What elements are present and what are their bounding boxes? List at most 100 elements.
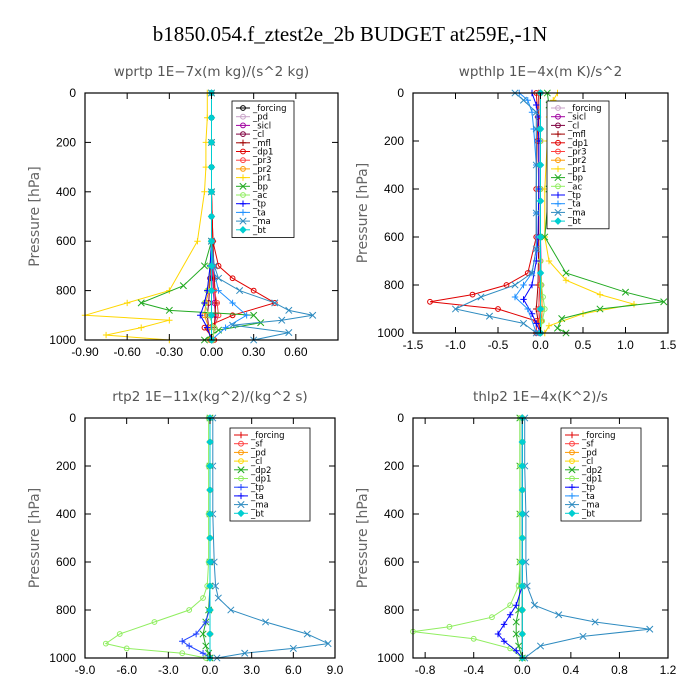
data-point <box>214 274 223 282</box>
legend-item-dp1: _dp1 <box>236 148 273 158</box>
data-point <box>532 245 540 253</box>
legend-marker <box>240 166 246 172</box>
legend-item-bt: _bt <box>551 217 582 227</box>
legend-label: _mfl <box>567 130 586 140</box>
data-point <box>207 262 216 270</box>
data-point <box>166 317 173 324</box>
legend-item-ta: _ta <box>565 492 595 502</box>
data-point <box>285 306 293 314</box>
legend-label: _cl <box>581 457 593 467</box>
panel-title: rtp2 1E−11x(kg^2)/(kg^2 s) <box>112 389 307 405</box>
series-bt <box>536 89 545 337</box>
legend-marker <box>237 501 245 509</box>
data-point <box>229 312 236 319</box>
data-point <box>518 438 527 446</box>
data-point <box>207 212 216 221</box>
x-tick-label: 0.0 <box>532 338 549 352</box>
legend-marker <box>237 431 245 439</box>
legend-label: _pd <box>252 113 268 123</box>
data-point <box>210 558 218 566</box>
data-point <box>123 299 131 307</box>
legend-item-bp: _bp <box>236 182 268 192</box>
legend-item-dp1: _dp1 <box>565 475 602 485</box>
legend-item-ac: _ac <box>236 191 267 201</box>
legend-label: _sf <box>581 440 595 450</box>
legend-label: _dp1 <box>567 139 588 149</box>
data-point <box>532 209 540 217</box>
legend-label: _dp1 <box>581 475 602 485</box>
legend-label: _tp <box>252 200 266 210</box>
data-point <box>271 300 278 306</box>
data-point <box>532 161 540 169</box>
legend-item-cl: _cl <box>234 457 262 467</box>
data-point <box>215 263 222 269</box>
legend-marker <box>569 458 575 465</box>
data-point <box>513 647 520 654</box>
legend-label: _ac <box>252 191 267 201</box>
legend-item-pd: _pd <box>234 448 266 458</box>
data-point <box>528 281 536 289</box>
legend: _forcing_pd_sicl_cl_mfl_dp1_pr3_pr2_pr1_… <box>231 100 295 238</box>
legend-marker <box>240 105 246 111</box>
y-axis-label: Pressure [hPa] <box>355 488 371 588</box>
data-point <box>197 312 204 319</box>
data-point <box>469 291 476 298</box>
legend-label: _pr3 <box>252 156 272 166</box>
data-point <box>151 619 158 625</box>
x-tick-label: 0.0 <box>202 663 219 677</box>
panel-title: wprtp 1E−7x(m kg)/(s^2 kg) <box>114 64 309 80</box>
x-tick-label: 0.00 <box>200 345 224 359</box>
series-dp1 <box>410 415 526 661</box>
legend-label: _forcing <box>252 104 287 114</box>
x-tick-label: 0.30 <box>242 345 266 359</box>
data-point <box>579 632 587 640</box>
data-point <box>538 282 545 288</box>
x-tick-label: 0.5 <box>575 338 592 352</box>
legend-label: _ma <box>581 501 600 511</box>
series-bt <box>207 89 216 344</box>
data-point <box>199 650 207 657</box>
x-tick-label: -0.60 <box>113 345 141 359</box>
data-point <box>503 282 510 288</box>
x-tick-label: 1.2 <box>660 663 677 677</box>
data-point <box>562 269 570 277</box>
data-point <box>199 630 207 638</box>
legend-label: _dp1 <box>252 148 273 158</box>
data-point <box>489 614 495 621</box>
data-point <box>236 287 244 295</box>
data-point <box>536 642 545 650</box>
y-tick-label: 400 <box>384 507 404 521</box>
legend-item-pd: _pd <box>565 448 597 458</box>
legend: _forcing_sf_pd_cl_dp2_dp1_tp_ta_ma_bt <box>229 427 311 522</box>
data-point <box>596 305 604 313</box>
data-point <box>123 645 130 652</box>
data-point <box>470 635 477 642</box>
data-point <box>518 558 527 566</box>
legend-marker <box>238 458 244 465</box>
data-point <box>520 296 527 303</box>
legend-marker <box>568 501 576 509</box>
y-tick-label: 800 <box>56 603 76 617</box>
legend-marker <box>568 492 576 500</box>
figure-title: b1850.054.f_ztest2e_2b BUDGET at259E,-1N <box>153 22 547 46</box>
x-tick-label: 6.0 <box>285 663 302 677</box>
legend-marker <box>238 449 244 456</box>
series-line <box>524 418 650 659</box>
data-point <box>214 594 222 602</box>
legend-item-ta: _ta <box>236 208 266 218</box>
legend: _forcing_sf_pd_cl_dp2_dp1_tp_ta_ma_bt <box>560 427 642 522</box>
data-point <box>206 462 214 470</box>
legend-item-cl: _cl <box>551 121 579 131</box>
data-point <box>262 618 270 626</box>
legend-item-tp: _tp <box>234 483 264 493</box>
data-point <box>207 237 216 245</box>
legend-label: _dp2 <box>250 466 271 476</box>
panel-title: thlp2 1E−4x(K^2)/s <box>473 389 608 405</box>
y-tick-label: 200 <box>384 459 404 473</box>
legend-item-ma: _ma <box>551 208 586 218</box>
x-tick-label: -0.90 <box>71 345 99 359</box>
series-line <box>429 92 539 333</box>
legend-item-forcing: _forcing <box>236 104 287 114</box>
x-tick-label: -1.5 <box>403 338 424 352</box>
